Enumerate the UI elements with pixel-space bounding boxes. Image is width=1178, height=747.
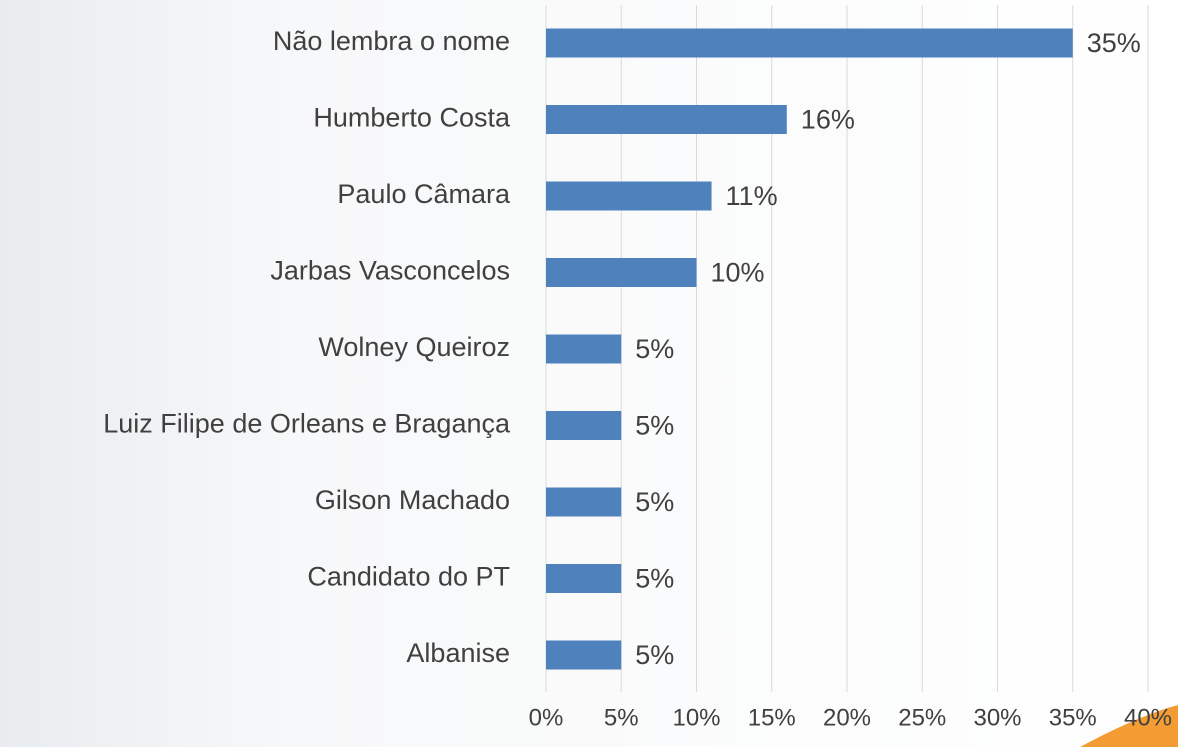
x-tick-label: 10% — [672, 704, 720, 731]
bar — [546, 564, 622, 593]
x-tick-label: 0% — [529, 704, 564, 731]
data-label: 5% — [635, 411, 674, 441]
data-label: 5% — [635, 564, 674, 594]
data-label: 10% — [711, 258, 765, 288]
y-tick-label: Humberto Costa — [313, 103, 511, 133]
y-tick-label: Jarbas Vasconcelos — [270, 256, 510, 286]
data-label: 11% — [726, 181, 778, 211]
y-tick-label: Não lembra o nome — [273, 26, 510, 56]
y-tick-label: Candidato do PT — [307, 562, 510, 592]
x-tick-label: 35% — [1049, 704, 1097, 731]
y-tick-label: Gilson Machado — [315, 485, 510, 515]
bar — [546, 640, 622, 670]
data-label: 16% — [801, 105, 855, 135]
x-tick-label: 20% — [823, 704, 871, 731]
data-label: 5% — [635, 487, 674, 517]
x-tick-label: 40% — [1124, 704, 1172, 731]
bar — [546, 334, 622, 364]
y-tick-label: Paulo Câmara — [337, 179, 511, 209]
x-tick-label: 5% — [604, 704, 639, 731]
bar — [546, 411, 622, 440]
bar — [546, 28, 1073, 58]
data-label: 5% — [635, 334, 674, 364]
bar — [546, 181, 712, 211]
bar — [546, 258, 697, 287]
bar — [546, 487, 622, 517]
data-label: 5% — [635, 640, 674, 670]
y-tick-label: Luiz Filipe de Orleans e Bragança — [103, 409, 511, 439]
data-label: 35% — [1087, 28, 1141, 58]
x-tick-label: 15% — [748, 704, 796, 731]
y-tick-label: Albanise — [406, 638, 510, 668]
x-tick-label: 30% — [973, 704, 1021, 731]
bar — [546, 105, 787, 134]
y-tick-label: Wolney Queiroz — [318, 332, 510, 362]
decoration — [1080, 705, 1178, 747]
x-tick-label: 25% — [898, 704, 946, 731]
